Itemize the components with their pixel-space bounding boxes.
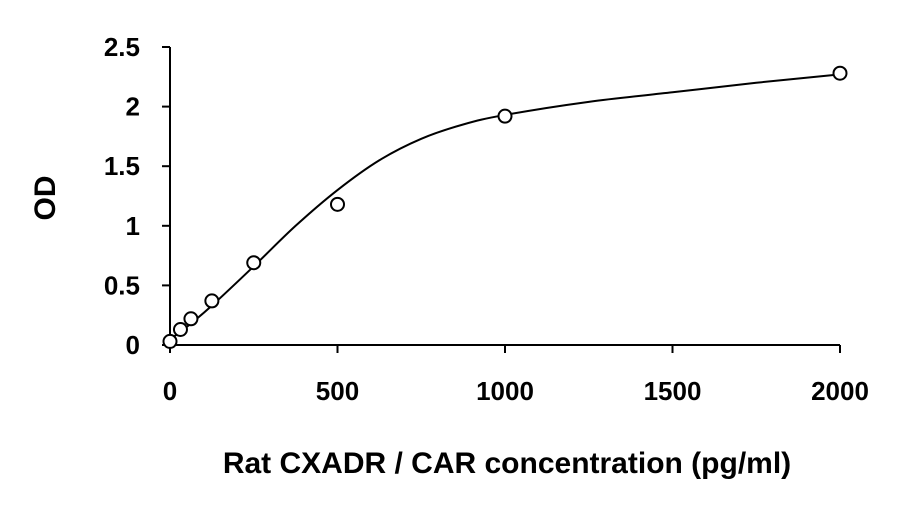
y-tick-label: 1	[126, 211, 140, 241]
x-tick-label: 1500	[644, 376, 702, 406]
axes	[169, 47, 840, 346]
data-point	[330, 196, 345, 212]
y-tick-label: 0.5	[104, 270, 140, 300]
y-ticks: 0 0.5 1 1.5 2 2.5	[104, 32, 170, 360]
data-point	[497, 108, 513, 124]
x-tick-label: 2000	[811, 376, 869, 406]
x-ticks: 0 500 1000 1500 2000	[163, 345, 869, 406]
data-point	[204, 293, 220, 309]
data-point	[246, 255, 262, 271]
y-tick-label: 0	[126, 330, 140, 360]
x-tick-label: 0	[163, 376, 177, 406]
x-axis-label: Rat CXADR / CAR concentration (pg/ml)	[223, 447, 791, 480]
fit-curve	[169, 73, 841, 340]
y-axis-label: OD	[29, 176, 62, 221]
y-tick-label: 1.5	[104, 151, 140, 181]
data-point	[172, 322, 188, 338]
y-tick-label: 2	[126, 92, 140, 122]
data-markers	[162, 65, 848, 349]
data-point	[832, 65, 848, 81]
data-point	[162, 333, 178, 349]
y-tick-label: 2.5	[104, 32, 140, 62]
x-tick-label: 1000	[476, 376, 534, 406]
x-tick-label: 500	[316, 376, 359, 406]
data-point	[183, 311, 199, 327]
